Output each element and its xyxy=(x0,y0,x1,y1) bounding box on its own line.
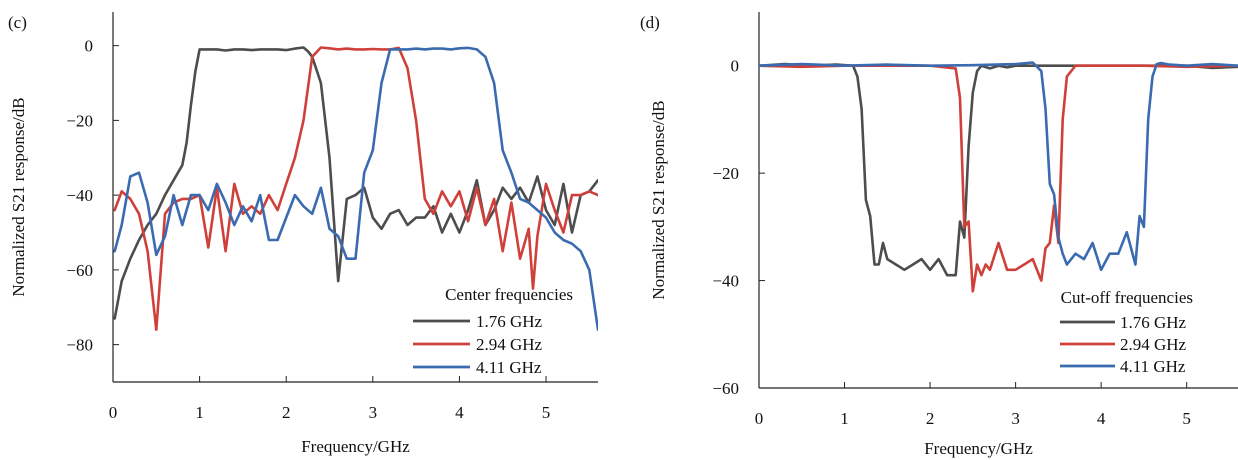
x-tick-label: 0 xyxy=(755,409,764,428)
series-line-0 xyxy=(113,46,598,320)
x-tick-label: 2 xyxy=(926,409,935,428)
y-axis-title: Normalized S21 response/dB xyxy=(9,97,28,296)
x-tick-label: 4 xyxy=(455,403,464,422)
series-line-2 xyxy=(113,46,598,332)
x-tick-label: 2 xyxy=(282,403,291,422)
y-tick-label: −60 xyxy=(66,261,93,280)
plot-area xyxy=(113,46,598,332)
x-tick-label: 5 xyxy=(1182,409,1191,428)
legend-entry: 2.94 GHz xyxy=(1120,335,1187,354)
y-tick-label: 0 xyxy=(731,57,740,76)
x-tick-label: 1 xyxy=(195,403,204,422)
y-tick-label: −40 xyxy=(712,272,739,291)
plot-area xyxy=(759,61,1238,293)
legend-entry: 4.11 GHz xyxy=(476,358,542,377)
x-tick-label: 5 xyxy=(542,403,551,422)
legend-entry: 4.11 GHz xyxy=(1120,357,1186,376)
x-tick-label: 0 xyxy=(109,403,118,422)
legend-entry: 1.76 GHz xyxy=(1120,313,1187,332)
series-line-1 xyxy=(759,64,1238,293)
panel-label: (d) xyxy=(640,13,660,32)
y-tick-label: −20 xyxy=(712,164,739,183)
x-tick-label: 1 xyxy=(840,409,849,428)
x-tick-label: 3 xyxy=(1011,409,1020,428)
x-axis-title: Frequency/GHz xyxy=(924,439,1033,458)
y-tick-label: 0 xyxy=(85,37,94,56)
legend: Center frequencies 1.76 GHz 2.94 GHz 4.11 G… xyxy=(413,285,573,377)
series-line-1 xyxy=(113,46,598,332)
x-tick-label: 3 xyxy=(369,403,378,422)
chart-panel-d: (d) 0 −20 −40 −60 0 1 2 3 4 5 Frequency/GHz Normaliz… xyxy=(640,12,1238,458)
legend-entry: 2.94 GHz xyxy=(476,335,543,354)
series-line-0 xyxy=(759,62,1238,277)
legend-entry: 1.76 GHz xyxy=(476,312,543,331)
series-line-2 xyxy=(759,61,1238,272)
y-tick-label: −80 xyxy=(66,336,93,355)
y-axis-title: Normalized S21 response/dB xyxy=(649,100,668,299)
legend: Cut-off frequencies 1.76 GHz 2.94 GHz 4.11 … xyxy=(1060,288,1193,376)
x-tick-label: 4 xyxy=(1097,409,1106,428)
y-tick-label: −60 xyxy=(712,379,739,398)
x-axis-title: Frequency/GHz xyxy=(301,437,410,456)
y-tick-label: −40 xyxy=(66,186,93,205)
legend-title: Cut-off frequencies xyxy=(1061,288,1193,307)
panel-label: (c) xyxy=(8,13,27,32)
y-tick-label: −20 xyxy=(66,111,93,130)
legend-title: Center frequencies xyxy=(445,285,573,304)
chart-panel-c: (c) 0 −20 −40 −60 −80 0 1 2 3 4 5 Frequency/GHz Norma… xyxy=(8,12,598,456)
